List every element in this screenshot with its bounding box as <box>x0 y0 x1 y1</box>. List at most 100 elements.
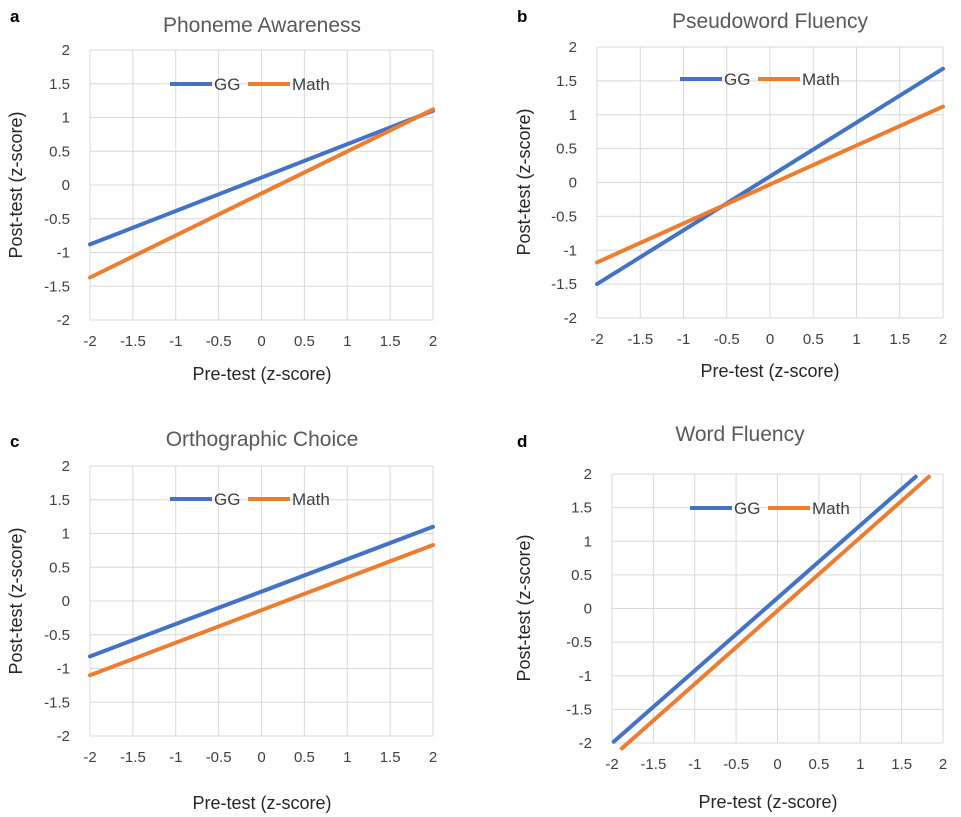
panel-letter: c <box>10 432 19 451</box>
x-axis-label: Pre-test (z-score) <box>192 793 331 813</box>
y-tick-label: 0 <box>62 593 70 610</box>
y-tick-label: 1.5 <box>49 492 70 509</box>
x-tick-label: -1.5 <box>640 756 666 773</box>
grid <box>89 49 434 321</box>
legend-label-math: Math <box>802 70 840 89</box>
legend: GG Math <box>170 490 330 509</box>
y-tick-label: -2 <box>564 310 577 327</box>
y-tick-label: 2 <box>62 458 70 475</box>
x-tick-label: -0.5 <box>714 331 740 348</box>
y-tick-label: 1.5 <box>571 500 592 517</box>
chart-title: Phoneme Awareness <box>163 14 361 37</box>
x-tick-label: 1.5 <box>889 331 910 348</box>
x-axis-label: Pre-test (z-score) <box>192 364 331 384</box>
x-tick-label: 0.5 <box>803 331 824 348</box>
x-tick-label: -1.5 <box>120 749 146 766</box>
y-tick-label: -1.5 <box>44 278 70 295</box>
x-tick-label: -2 <box>83 333 96 350</box>
x-tick-label: 0.5 <box>808 756 829 773</box>
chart-panel-c: c Orthographic Choice -2 -1.5 -1 -0.5 0 0.5 1 1.5… <box>6 428 437 813</box>
y-tick-label: -0.5 <box>551 208 577 225</box>
chart-title: Orthographic Choice <box>166 428 359 451</box>
x-tick-label: 1 <box>856 756 864 773</box>
y-tick-label: -2 <box>579 735 592 752</box>
series-line-math <box>595 104 945 265</box>
legend: GG Math <box>690 499 850 518</box>
series-line-gg <box>595 66 945 287</box>
x-tick-label: -1 <box>688 756 701 773</box>
y-axis-label: Post-test (z-score) <box>514 108 534 255</box>
y-tick-label: 1.5 <box>556 73 577 90</box>
x-tick-label: -1 <box>677 331 690 348</box>
y-tick-label: 1 <box>62 526 70 543</box>
y-tick-label: 0.5 <box>556 141 577 158</box>
y-tick-label: 0 <box>569 175 577 192</box>
x-tick-label: -0.5 <box>723 756 749 773</box>
x-tick-label: 0 <box>766 331 774 348</box>
y-tick-label: -0.5 <box>44 211 70 228</box>
x-tick-label: 1 <box>852 331 860 348</box>
x-axis-label: Pre-test (z-score) <box>700 361 839 381</box>
panel-letter: d <box>517 432 527 451</box>
series-line-gg <box>88 108 435 247</box>
chart-panel-a: a Phoneme Awareness -2 -1.5 -1 -0.5 0 0.5 1 1.5 2 2… <box>6 7 437 384</box>
legend-label-math: Math <box>812 499 850 518</box>
grid <box>611 473 944 744</box>
x-tick-label: -1 <box>169 333 182 350</box>
grid <box>596 46 944 319</box>
legend-label-math: Math <box>292 75 330 94</box>
y-tick-label: 0 <box>584 601 592 618</box>
panel-letter: b <box>517 7 527 26</box>
y-tick-label: -1 <box>579 668 592 685</box>
grid <box>89 465 434 737</box>
y-tick-label: -1 <box>57 245 70 262</box>
series-line-math <box>88 543 435 678</box>
y-tick-label: 1.5 <box>49 76 70 93</box>
y-tick-label: 2 <box>62 42 70 59</box>
panel-letter: a <box>10 7 20 26</box>
x-tick-label: -1.5 <box>627 331 653 348</box>
legend: GG Math <box>170 75 330 94</box>
x-tick-label: -2 <box>605 756 618 773</box>
y-tick-label: 0.5 <box>49 143 70 160</box>
x-tick-label: 1 <box>343 749 351 766</box>
x-tick-label: -0.5 <box>206 333 232 350</box>
chart-title: Pseudoword Fluency <box>672 10 869 33</box>
x-tick-label: 0 <box>257 749 265 766</box>
legend-label-gg: GG <box>724 70 750 89</box>
x-axis-label: Pre-test (z-score) <box>698 792 837 812</box>
y-tick-label: 0.5 <box>571 567 592 584</box>
y-tick-label: 1 <box>569 107 577 124</box>
legend: GG Math <box>680 70 840 89</box>
y-tick-label: 0 <box>62 177 70 194</box>
y-tick-label: 2 <box>569 39 577 56</box>
legend-label-math: Math <box>292 490 330 509</box>
y-tick-label: -2 <box>57 312 70 329</box>
y-tick-label: -1.5 <box>44 694 70 711</box>
legend-label-gg: GG <box>214 490 240 509</box>
x-tick-label: 2 <box>429 333 437 350</box>
x-tick-label: 2 <box>939 331 947 348</box>
y-tick-label: -1 <box>564 242 577 259</box>
y-tick-label: 0.5 <box>49 559 70 576</box>
y-tick-label: -2 <box>57 728 70 745</box>
series-line-math <box>619 474 931 751</box>
chart-title: Word Fluency <box>675 423 805 446</box>
x-tick-label: 1.5 <box>380 749 401 766</box>
legend-label-gg: GG <box>734 499 760 518</box>
y-tick-label: -0.5 <box>566 634 592 651</box>
y-tick-label: 1 <box>584 533 592 550</box>
x-tick-label: 2 <box>939 756 947 773</box>
x-tick-label: 1.5 <box>380 333 401 350</box>
y-tick-label: -1.5 <box>566 701 592 718</box>
chart-panel-b: b Pseudoword Fluency -2 -1.5 -1 -0.5 0 0.5 1 1.5 2… <box>514 7 947 381</box>
y-axis-label: Post-test (z-score) <box>514 534 534 681</box>
x-tick-label: -0.5 <box>206 749 232 766</box>
y-axis-label: Post-test (z-score) <box>6 527 26 674</box>
x-tick-label: 0.5 <box>294 749 315 766</box>
series-line-math <box>88 107 435 280</box>
y-tick-label: 2 <box>584 466 592 483</box>
x-tick-label: 0 <box>257 333 265 350</box>
y-tick-label: -0.5 <box>44 627 70 644</box>
